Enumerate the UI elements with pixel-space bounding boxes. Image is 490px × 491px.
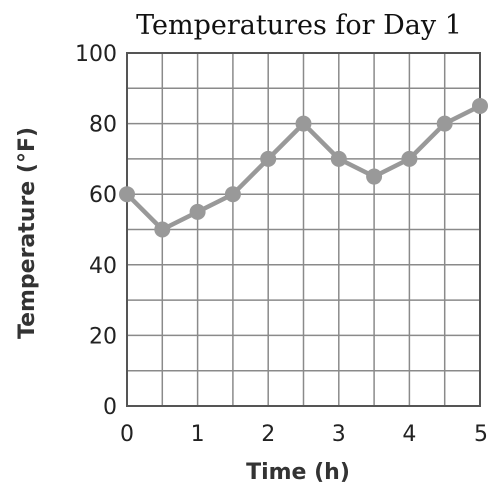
x-ticks: 0 1 2 3 4 5 <box>120 422 488 447</box>
y-tick-label: 40 <box>89 254 117 279</box>
y-ticks: 0 20 40 60 80 100 <box>75 42 117 420</box>
y-tick-label: 20 <box>89 324 117 349</box>
data-point <box>472 97 488 114</box>
data-point <box>154 221 171 238</box>
series-group <box>119 97 488 238</box>
x-tick-label: 4 <box>402 422 416 447</box>
data-point <box>436 115 453 132</box>
plot-frame <box>126 52 481 407</box>
y-tick-label: 60 <box>89 183 117 208</box>
y-tick-label: 100 <box>75 42 117 67</box>
y-tick-label: 0 <box>103 395 117 420</box>
x-tick-label: 3 <box>332 422 346 447</box>
data-point <box>260 150 277 167</box>
data-point <box>224 186 241 203</box>
data-point <box>119 186 135 203</box>
data-point <box>295 115 312 132</box>
data-point <box>366 168 383 185</box>
data-point <box>189 203 206 220</box>
grid <box>126 52 481 407</box>
chart-title: Temperatures for Day 1 <box>136 10 462 41</box>
x-tick-label: 5 <box>474 422 488 447</box>
y-axis-label: Temperature (°F) <box>15 127 40 339</box>
x-tick-label: 0 <box>120 422 134 447</box>
data-point <box>401 150 418 167</box>
y-tick-label: 80 <box>89 113 117 138</box>
x-tick-label: 1 <box>191 422 205 447</box>
x-tick-label: 2 <box>261 422 275 447</box>
x-axis-label: Time (h) <box>246 460 350 485</box>
data-point <box>330 150 347 167</box>
